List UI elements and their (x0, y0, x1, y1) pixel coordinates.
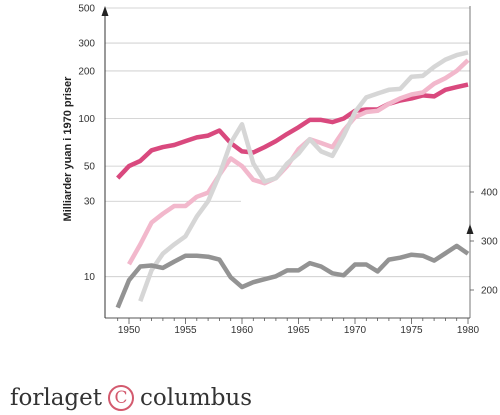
series-line-4 (115, 243, 470, 309)
x-tick-label-1980: 1980 (457, 325, 480, 336)
y-tick-label-right-200: 200 (481, 286, 498, 297)
y-tick-label-left-10: 10 (84, 272, 96, 283)
series-line-1 (116, 82, 469, 180)
series-line-3 (138, 50, 469, 302)
x-tick-label-1960: 1960 (231, 325, 254, 336)
x-tick-label-1970: 1970 (344, 325, 367, 336)
chart: 10 30 50 100 200 300 500 200 300 400 1950 1955 1960 1… (62, 4, 498, 337)
x-tick-label-1965: 1965 (287, 325, 310, 336)
publisher-logo: forlaget C columbus (10, 383, 252, 413)
y-tick-label-left-200: 200 (78, 66, 95, 77)
publisher-name-left: forlaget (10, 385, 102, 411)
y-tick-label-left-300: 300 (78, 39, 95, 50)
x-tick-label-1955: 1955 (174, 325, 197, 336)
y-axis-label: Milliarder yuan i 1970 priser (62, 76, 74, 222)
axes (101, 6, 474, 324)
y-tick-label-right-400: 400 (481, 188, 498, 199)
x-tick-label-1950: 1950 (118, 325, 141, 336)
series-layer (115, 50, 470, 309)
y-tick-label-left-500: 500 (78, 4, 95, 15)
right-axis-arrow-icon (466, 224, 474, 234)
y-tick-label-left-30: 30 (84, 197, 96, 208)
y-tick-label-right-300: 300 (481, 237, 498, 248)
grid (105, 7, 470, 278)
x-tick-label-1975: 1975 (400, 325, 423, 336)
copyright-symbol-icon: C (108, 385, 134, 411)
tick-labels: 10 30 50 100 200 300 500 200 300 400 1950 1955 1960 1… (78, 4, 498, 337)
y-tick-label-left-100: 100 (78, 114, 95, 125)
series-line-2 (127, 58, 470, 266)
publisher-name-right: columbus (140, 385, 253, 411)
left-axis-arrow-icon (101, 6, 109, 16)
y-tick-label-left-50: 50 (84, 162, 96, 173)
